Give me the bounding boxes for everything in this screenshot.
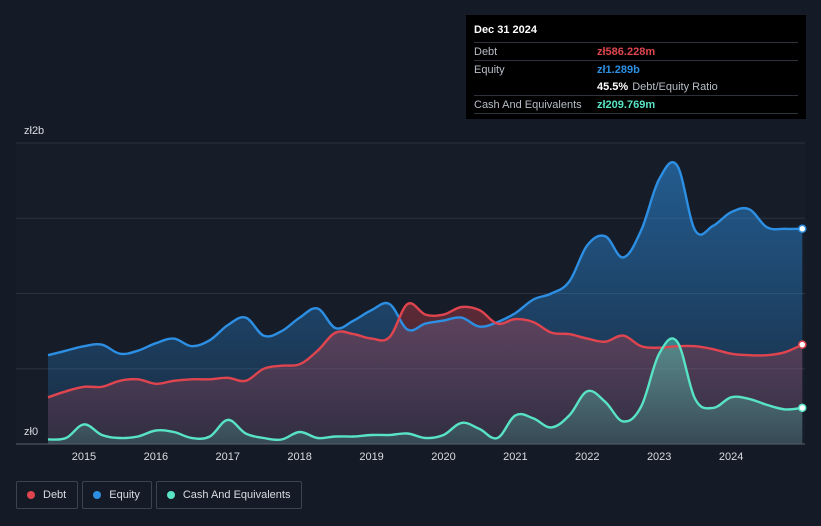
x-tick-label-2023: 2023 <box>647 451 671 463</box>
legend-dot-cash <box>166 491 175 499</box>
cash-end-marker <box>798 403 807 413</box>
x-tick-label-2016: 2016 <box>144 451 168 463</box>
legend-item-debt[interactable]: Debt <box>16 481 79 509</box>
legend-label-cash: Cash And Equivalents <box>182 489 291 501</box>
tooltip-panel: Dec 31 2024 Debt zł586.228m Equity zł1.2… <box>466 15 806 119</box>
legend-label-equity: Equity <box>109 489 140 501</box>
tooltip-row-cash: Cash And Equivalents zł209.769m <box>474 95 798 114</box>
tooltip-ratio-label: Debt/Equity Ratio <box>632 80 718 93</box>
y-tick-label-top: zł2b <box>24 125 44 137</box>
tooltip-row-ratio: 45.5% Debt/Equity Ratio <box>474 78 798 95</box>
x-tick-label-2019: 2019 <box>359 451 383 463</box>
x-axis-tick-labels: 2015 2016 2017 2018 2019 2020 2021 2022 2023 2024 <box>72 451 744 463</box>
x-tick-label-2015: 2015 <box>72 451 96 463</box>
cash-area <box>48 338 803 444</box>
tooltip-date: Dec 31 2024 <box>474 24 537 36</box>
legend-dot-equity <box>93 491 102 499</box>
tooltip-row-equity: Equity zł1.289b <box>474 60 798 78</box>
y-tick-label-bottom: zł0 <box>24 426 38 438</box>
debt-end-marker <box>798 340 807 349</box>
tooltip-equity-label: Equity <box>474 63 505 76</box>
tooltip-cash-value: zł209.769m <box>597 98 656 111</box>
tooltip-ratio-value: 45.5% <box>597 80 629 93</box>
legend-item-equity[interactable]: Equity <box>82 481 152 509</box>
legend-dot-debt <box>27 491 35 499</box>
equity-line <box>47 161 803 357</box>
legend-label-debt: Debt <box>43 489 67 501</box>
debt-line <box>47 302 803 399</box>
x-tick-label-2021: 2021 <box>503 451 527 463</box>
x-tick-label-2017: 2017 <box>216 451 240 463</box>
x-tick-label-2020: 2020 <box>431 451 455 463</box>
tooltip-debt-value: zł586.228m <box>597 45 656 58</box>
tooltip-cash-label: Cash And Equivalents <box>474 98 582 111</box>
x-tick-label-2018: 2018 <box>287 451 311 463</box>
legend-item-cash[interactable]: Cash And Equivalents <box>155 481 303 509</box>
x-tick-label-2024: 2024 <box>719 451 743 463</box>
chart-legend: Debt Equity Cash And Equivalents <box>16 481 306 511</box>
tooltip-equity-value: zł1.289b <box>597 63 640 76</box>
cash-line <box>47 337 803 442</box>
x-tick-label-2022: 2022 <box>575 451 599 463</box>
tooltip-row-debt: Debt zł586.228m <box>474 42 798 60</box>
tooltip-debt-label: Debt <box>474 45 498 58</box>
equity-end-marker <box>798 224 807 234</box>
